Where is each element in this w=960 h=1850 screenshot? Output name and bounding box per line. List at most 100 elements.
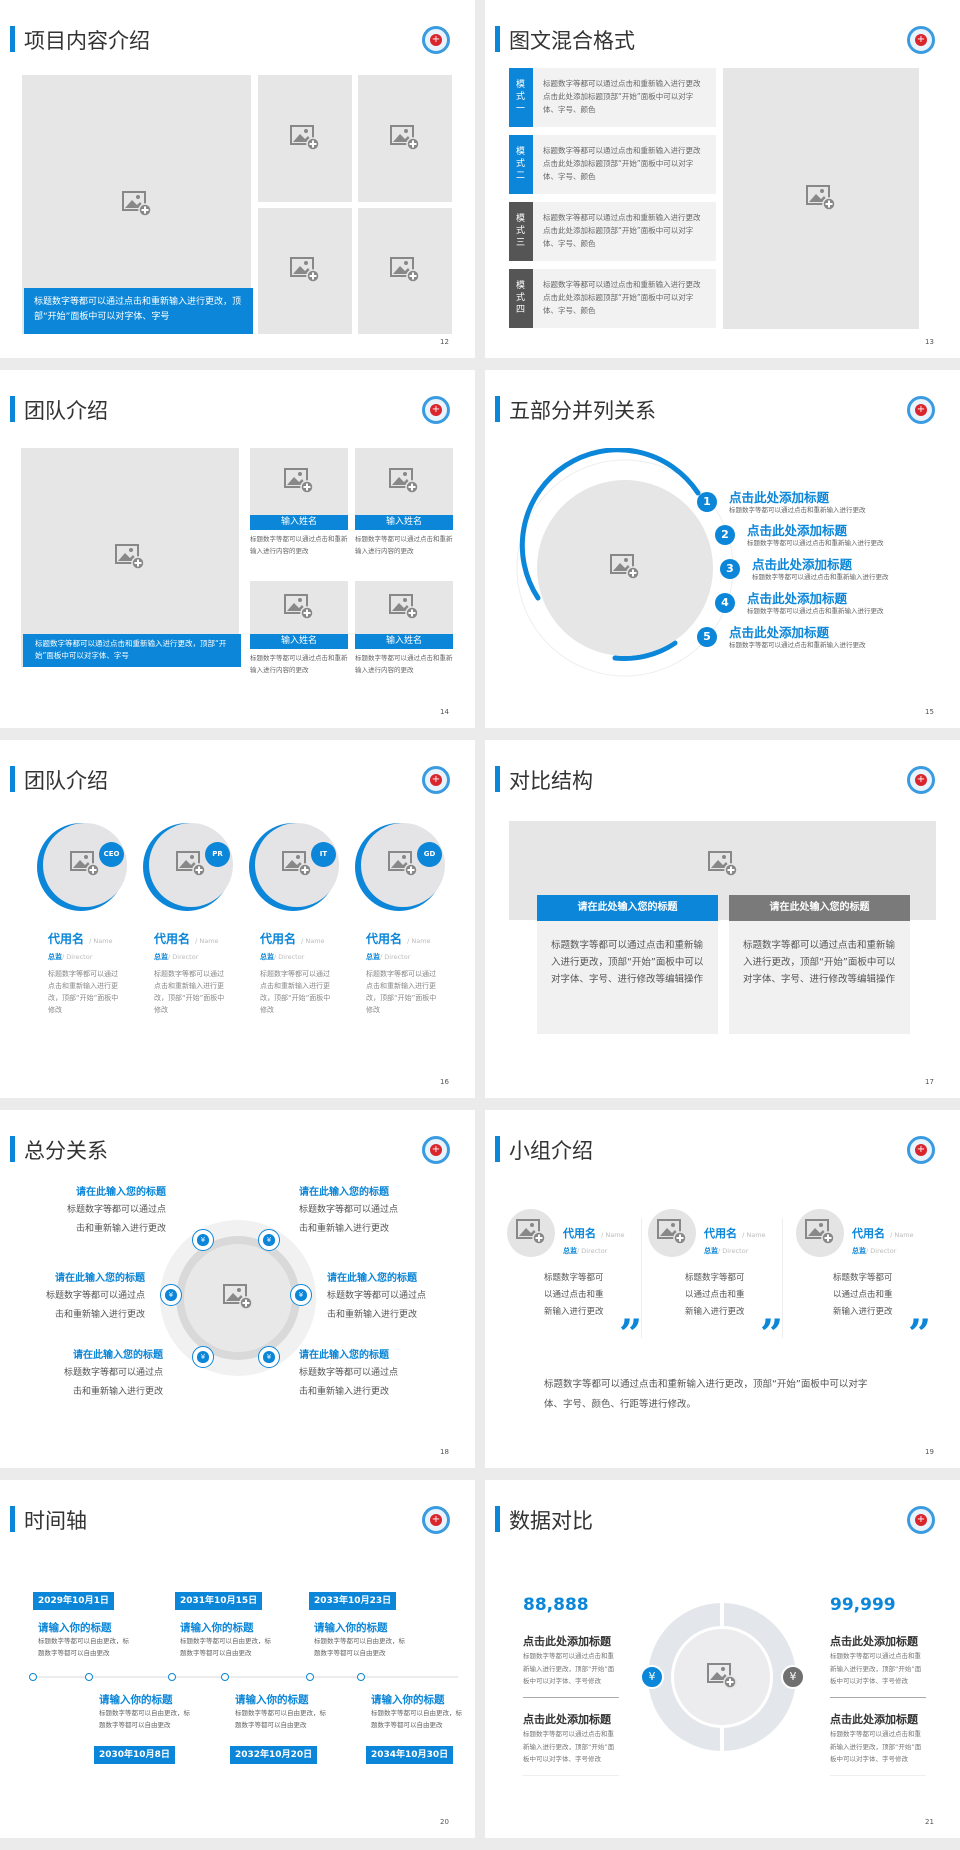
member-desc: 标题数字等都可以通过点击和重新输入进行内容的更改 — [250, 654, 348, 674]
caption: 标题数字等都可以通过点击和重新输入进行更改，顶部“开始”面板中可以对字体、字号 — [23, 634, 241, 667]
item-title[interactable]: 请在此输入您的标题 — [55, 1273, 145, 1284]
item-number: 2 — [715, 525, 735, 545]
add-image-icon — [284, 592, 314, 624]
item-title[interactable]: 请在此输入您的标题 — [73, 1350, 163, 1361]
item-title[interactable]: 点击此处添加标题 — [752, 557, 853, 572]
add-image-icon — [121, 189, 152, 221]
item-title[interactable]: 请在此输入您的标题 — [299, 1350, 389, 1361]
item-title[interactable]: 点击此处添加标题 — [523, 1713, 611, 1726]
title-accent-bar — [10, 396, 15, 422]
add-image-icon — [176, 849, 206, 881]
item-text: 标题数字等都可以通过点击和重新输入进行更改 — [747, 607, 884, 615]
item-title[interactable]: 请在此输入您的标题 — [327, 1273, 417, 1284]
event-title[interactable]: 请输入你的标题 — [99, 1694, 173, 1706]
timeline-axis — [30, 1676, 458, 1678]
member-desc: 标题数字等都可以通过点击和重新输入进行更改，顶部“开始”面板中修改 — [366, 970, 437, 1014]
member-photo[interactable] — [250, 448, 348, 515]
event-title[interactable]: 请输入你的标题 — [235, 1694, 309, 1706]
item-text: 标题数字等都可以通过点击和重新输入进行更改 — [45, 1291, 145, 1320]
event-title[interactable]: 请输入你的标题 — [371, 1694, 445, 1706]
member-photo[interactable] — [355, 448, 453, 515]
mode-text: 标题数字等都可以通过点击和重新输入进行更改 点击此处添加标题顶部“开始”面板中可… — [533, 135, 716, 194]
item-title[interactable]: 点击此处添加标题 — [747, 523, 848, 538]
member-name: 代用名 — [852, 1227, 885, 1240]
role-badge: GD — [417, 842, 442, 867]
member-name: 输入姓名 — [250, 515, 348, 530]
item-title[interactable]: 点击此处添加标题 — [523, 1635, 611, 1648]
slide-15: 五部分并列关系 + 1 点击此处添加标题 标题数字等都可以通过点击和重新输入进行… — [485, 370, 960, 728]
member-photo[interactable] — [355, 581, 453, 634]
item-title[interactable]: 点击此处添加标题 — [729, 490, 830, 505]
mode-tab[interactable]: 模式四 — [509, 269, 533, 328]
member-desc: 标题数字等都可以通过点击和重新输入进行内容的更改 — [355, 535, 453, 555]
timeline-dot — [221, 1673, 229, 1681]
member-name: 输入姓名 — [250, 634, 348, 649]
slide-title: 小组介绍 — [509, 1139, 593, 1163]
timeline-dot — [306, 1673, 314, 1681]
image-placeholder[interactable] — [537, 480, 713, 656]
stat-number: 88,888 — [523, 1595, 589, 1615]
money-bag-icon: ¥ — [258, 1229, 280, 1251]
image-placeholder[interactable] — [723, 68, 919, 329]
member-photo[interactable] — [250, 581, 348, 634]
event-title[interactable]: 请输入你的标题 — [180, 1622, 254, 1634]
add-image-icon — [284, 466, 314, 498]
add-image-icon — [806, 183, 836, 215]
item-title[interactable]: 点击此处添加标题 — [830, 1635, 918, 1648]
summary-text: 标题数字等都可以通过点击和重新输入进行更改，顶部“开始”面板中可以对字体、字号、… — [544, 1379, 868, 1410]
member-photo[interactable] — [255, 823, 339, 907]
slide-14: 团队介绍 + 标题数字等都可以通过点击和重新输入进行更改，顶部“开始”面板中可以… — [0, 370, 475, 728]
image-placeholder[interactable] — [258, 75, 352, 202]
event-text: 标题数字等都可以自由更改，标题数字等都可以自由更改 — [99, 1709, 190, 1729]
member-photo[interactable] — [648, 1209, 696, 1257]
add-image-icon — [390, 123, 420, 155]
item-title[interactable]: 点击此处添加标题 — [830, 1713, 918, 1726]
image-placeholder[interactable] — [358, 75, 452, 202]
role-badge: PR — [205, 842, 230, 867]
image-placeholder[interactable] — [184, 1244, 292, 1352]
mode-text: 标题数字等都可以通过点击和重新输入进行更改 点击此处添加标题顶部“开始”面板中可… — [533, 269, 716, 328]
event-title[interactable]: 请输入你的标题 — [314, 1622, 388, 1634]
member-name: 代用名 — [366, 932, 403, 946]
item-text: 标题数字等都可以通过点击和重新输入进行更改，顶部“开始”面板中可以对字体、字号修… — [523, 1652, 615, 1685]
role-badge: IT — [311, 842, 336, 867]
image-placeholder[interactable] — [21, 448, 239, 667]
role-en: / Director — [718, 1247, 749, 1255]
item-title[interactable]: 点击此处添加标题 — [747, 591, 848, 606]
page-number: 21 — [925, 1818, 934, 1826]
item-title[interactable]: 请在此输入您的标题 — [299, 1187, 389, 1198]
logo-icon: + — [422, 766, 450, 794]
image-placeholder[interactable] — [671, 1626, 773, 1728]
member-photo[interactable] — [507, 1209, 555, 1257]
item-title[interactable]: 请在此输入您的标题 — [76, 1187, 166, 1198]
mode-tab[interactable]: 模式二 — [509, 135, 533, 194]
mode-tab[interactable]: 模式一 — [509, 68, 533, 127]
quote-mark: ” — [619, 1311, 643, 1358]
member-role: 总监 — [260, 953, 274, 961]
page-number: 19 — [925, 1448, 934, 1456]
timeline-dot — [357, 1673, 365, 1681]
page-number: 14 — [440, 708, 449, 716]
slide-title: 时间轴 — [24, 1509, 87, 1533]
image-placeholder[interactable] — [358, 208, 452, 334]
divider — [782, 1218, 783, 1338]
item-text: 标题数字等都可以通过点击和重新输入进行更改 — [63, 1368, 163, 1397]
compare-header: 请在此处输入您的标题 — [537, 895, 718, 921]
event-title[interactable]: 请输入你的标题 — [38, 1622, 112, 1634]
member-photo[interactable] — [796, 1209, 844, 1257]
item-title[interactable]: 点击此处添加标题 — [729, 625, 830, 640]
item-number: 5 — [697, 627, 717, 647]
divider — [523, 1775, 619, 1776]
role-en: / Director — [274, 953, 305, 961]
title-accent-bar — [495, 1506, 500, 1532]
event-date: 2034年10月30日 — [366, 1746, 454, 1764]
logo-icon: + — [907, 26, 935, 54]
member-name: 代用名 — [260, 932, 297, 946]
image-placeholder[interactable] — [258, 208, 352, 334]
slide-title: 团队介绍 — [24, 769, 108, 793]
slide-title: 对比结构 — [509, 769, 593, 793]
add-image-icon — [707, 1661, 737, 1693]
mode-tab[interactable]: 模式三 — [509, 202, 533, 261]
add-image-icon — [282, 849, 312, 881]
add-image-icon — [389, 466, 419, 498]
